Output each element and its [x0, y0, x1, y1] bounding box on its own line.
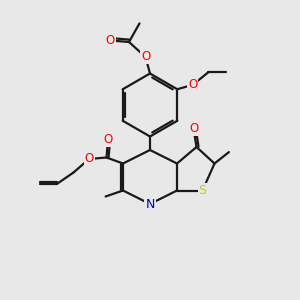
Text: N: N: [145, 197, 155, 211]
Text: O: O: [189, 122, 198, 135]
Text: O: O: [106, 34, 115, 47]
Text: O: O: [103, 133, 112, 146]
Text: S: S: [199, 184, 206, 197]
Text: O: O: [85, 152, 94, 166]
Text: O: O: [188, 78, 197, 91]
Text: O: O: [141, 50, 150, 64]
